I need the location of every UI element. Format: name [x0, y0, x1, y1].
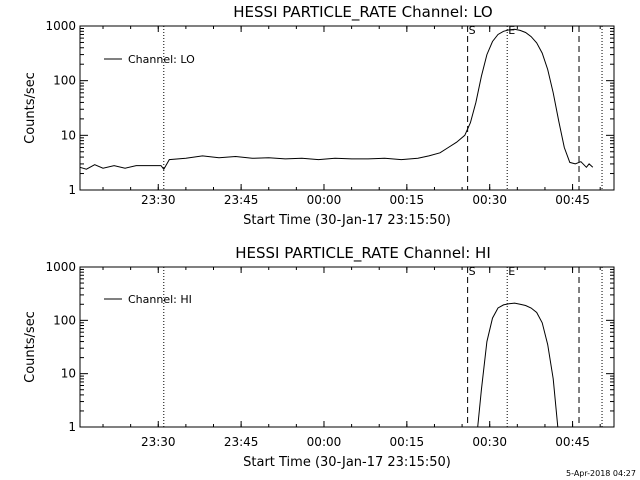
x-axis-label-lo: Start Time (30-Jan-17 23:15:50): [243, 213, 451, 228]
panel-hi: HESSI PARTICLE_RATE Channel: HI Counts/s…: [23, 244, 615, 470]
series-lo: [79, 28, 594, 171]
panel-lo: HESSI PARTICLE_RATE Channel: LO Counts/s…: [23, 3, 615, 228]
y-axis-label-lo: Counts/sec: [23, 72, 38, 144]
axis-ticks-lo: 23:30 23:45 00:00 00:15 00:30 00:45 1 10 100 1000: [45, 19, 614, 207]
x-tick-label: 00:30: [472, 435, 507, 449]
y-tick-label: 1000: [45, 19, 76, 33]
x-tick-label: 23:30: [141, 435, 176, 449]
y-tick-label: 10: [61, 128, 76, 142]
x-tick-label: 23:30: [141, 193, 176, 207]
x-tick-label: 23:45: [224, 435, 259, 449]
x-axis-label-hi: Start Time (30-Jan-17 23:15:50): [243, 455, 451, 470]
x-tick-label: 00:30: [472, 193, 507, 207]
chart-title-lo: HESSI PARTICLE_RATE Channel: LO: [233, 3, 492, 22]
series-line: [79, 28, 594, 171]
y-tick-label: 10: [61, 367, 76, 381]
x-tick-label: 00:00: [307, 435, 342, 449]
axis-ticks-hi: 23:30 23:45 00:00 00:15 00:30 00:45 1 10 100 1000: [45, 260, 614, 449]
marker-label: E: [508, 265, 515, 278]
y-tick-label: 1: [68, 420, 76, 434]
y-tick-label: 100: [53, 313, 76, 327]
x-tick-label: 00:15: [390, 193, 425, 207]
x-tick-label: 00:00: [307, 193, 342, 207]
marker-label: E: [508, 24, 515, 37]
x-tick-label: 00:45: [555, 193, 590, 207]
marker-label: S: [469, 265, 476, 278]
legend-label-lo: Channel: LO: [128, 53, 195, 66]
chart-title-hi: HESSI PARTICLE_RATE Channel: HI: [235, 244, 491, 263]
plot-frame-hi: [79, 266, 615, 428]
plot-frame-lo: [79, 25, 615, 191]
series-line: [477, 302, 559, 428]
y-axis-label-hi: Counts/sec: [23, 311, 38, 383]
marker-label: S: [469, 24, 476, 37]
x-tick-label: 00:45: [555, 435, 590, 449]
y-tick-label: 1: [68, 183, 76, 197]
legend-label-hi: Channel: HI: [128, 293, 192, 306]
footer-timestamp: 5-Apr-2018 04:27: [566, 469, 636, 478]
x-tick-label: 23:45: [224, 193, 259, 207]
x-tick-label: 00:15: [390, 435, 425, 449]
y-tick-label: 100: [53, 74, 76, 88]
y-tick-label: 1000: [45, 260, 76, 274]
series-hi: [477, 302, 559, 428]
